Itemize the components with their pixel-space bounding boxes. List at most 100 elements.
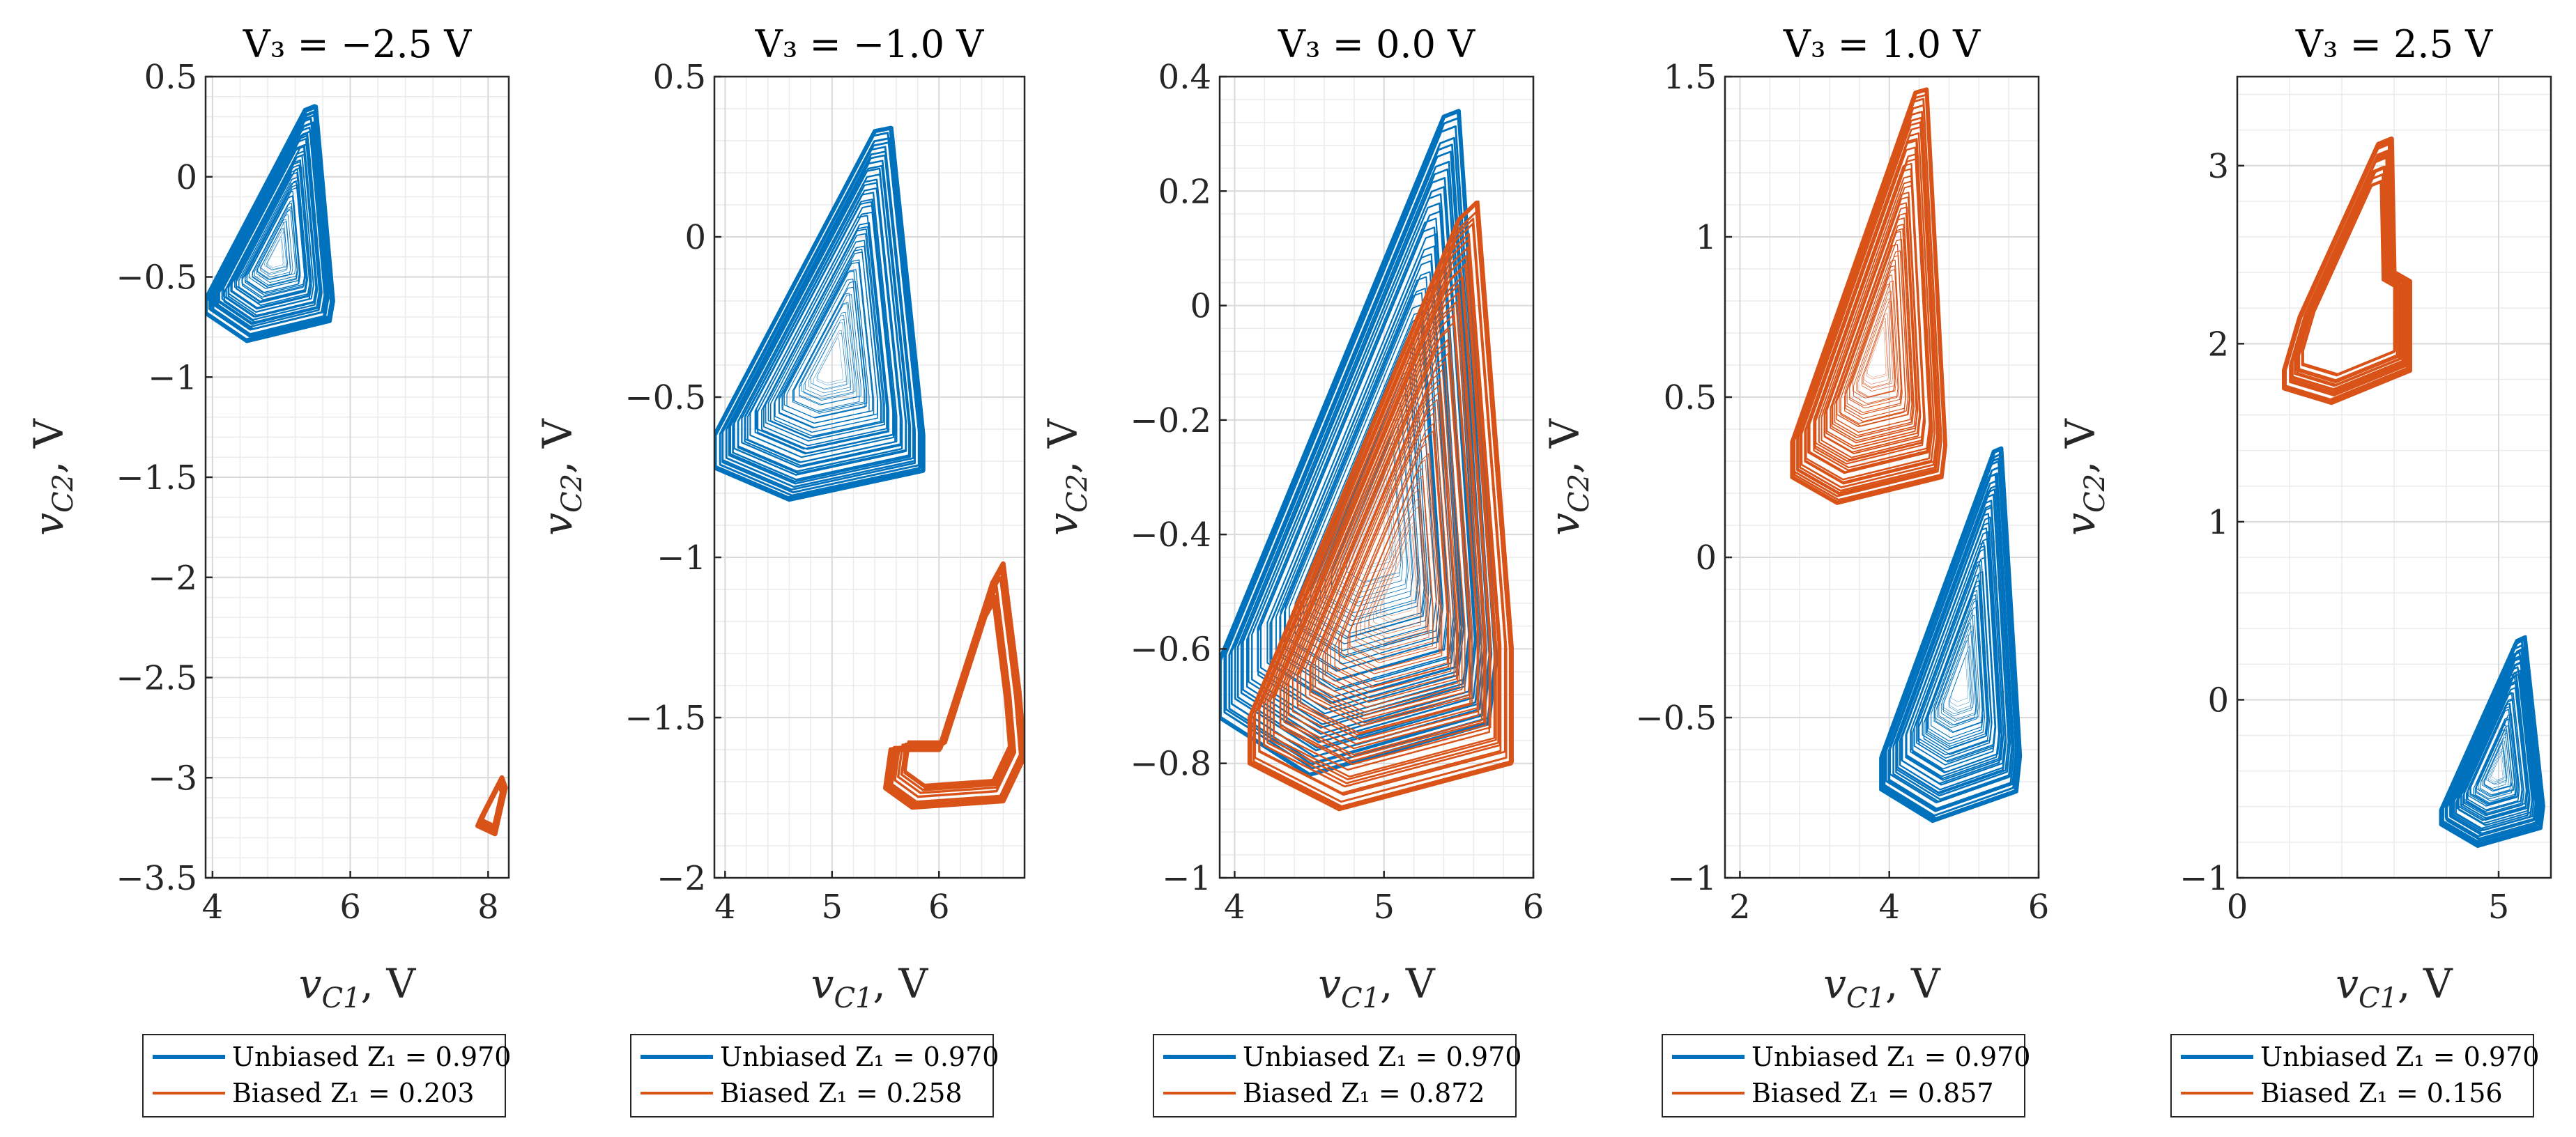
trajectory-line: [1830, 206, 1919, 444]
trajectory-line: [732, 164, 910, 481]
trajectory-line: [763, 226, 887, 447]
trajectory-line: [1312, 369, 1463, 716]
y-tick-label: −1.5: [624, 699, 706, 738]
y-tick-label: −3: [148, 759, 197, 798]
chart-panel-4: 2 4 6 1.5 1 0.5 0 −0.5 −1 V₃ = 1.0 V vC1, V vC2, V U…: [1541, 22, 2049, 1117]
trajectory-line: [241, 181, 305, 298]
y-tick-label: 0.5: [1664, 378, 1717, 417]
legend-entry: Biased Z₁ = 0.857: [1751, 1078, 1994, 1108]
series-biased: [2282, 136, 2412, 405]
y-tick-label: −0.2: [1130, 401, 1211, 440]
trajectory-line: [1943, 631, 1977, 720]
y-tick-label: −0.5: [1635, 699, 1717, 738]
y-tick-label: 0: [1190, 287, 1211, 326]
chart-title: V₃ = 1.0 V: [1783, 22, 1981, 66]
legend: Unbiased Z₁ = 0.970 Biased Z₁ = 0.872: [1153, 1034, 1521, 1117]
trajectory-line: [1926, 585, 1988, 748]
trajectory-line: [267, 239, 284, 268]
trajectory-line: [1863, 313, 1892, 388]
trajectory-line: [1266, 247, 1499, 784]
x-tick-label: 6: [2028, 888, 2050, 927]
legend-box: [1153, 1034, 1517, 1117]
trajectory-line: [2487, 749, 2505, 783]
trajectory-outline: [1880, 446, 2023, 823]
chart-title: V₃ = −2.5 V: [243, 22, 473, 66]
x-tick-label: 6: [1523, 888, 1544, 927]
y-tick-label: −1: [1162, 859, 1211, 898]
trajectory-line: [1938, 614, 1980, 726]
trajectory-line: [1341, 443, 1440, 671]
trajectory-line: [786, 278, 866, 419]
trajectory-line: [1296, 328, 1473, 736]
trajectory-line: [1867, 327, 1887, 378]
trajectory-line: [1844, 250, 1909, 422]
trajectory-line: [1839, 244, 1906, 424]
trajectory-line: [1285, 292, 1444, 672]
y-tick-label: −2.5: [116, 659, 197, 698]
trajectory-outline: [1790, 87, 1948, 505]
trajectory-line: [236, 171, 307, 302]
trajectory-line: [773, 245, 882, 437]
series-biased: [883, 561, 1025, 810]
trajectory-line: [1286, 301, 1483, 756]
trajectory-line: [1825, 196, 1920, 450]
x-tick-label: 0: [2227, 888, 2248, 927]
trajectory-line: [1340, 442, 1402, 588]
legend-entry: Biased Z₁ = 0.156: [2260, 1078, 2503, 1108]
trajectory-line: [1853, 281, 1900, 404]
legend: Unbiased Z₁ = 0.970 Biased Z₁ = 0.156: [2170, 1034, 2539, 1117]
grid: [206, 76, 509, 879]
trajectory-line: [1928, 594, 1984, 742]
y-tick-label: −0.8: [1130, 745, 1211, 784]
y-tick-label: 0: [176, 158, 197, 197]
trajectory-line: [1334, 423, 1449, 687]
trajectory-line: [761, 222, 890, 450]
trajectory-line: [1356, 482, 1429, 651]
y-tick-label: −2: [148, 559, 197, 598]
trajectory-line: [1349, 459, 1437, 663]
trajectory-outline: [714, 125, 926, 502]
x-tick-label: 6: [928, 888, 950, 927]
trajectory-line: [811, 322, 849, 389]
trajectory-line: [1925, 580, 1989, 749]
trajectory-line: [1314, 378, 1460, 713]
x-tick-label: 4: [202, 888, 224, 927]
x-axis-label: vC1, V: [1823, 960, 1941, 1014]
trajectory-line: [1310, 362, 1426, 638]
trajectory-outline: [1247, 200, 1513, 812]
trajectory-line: [1300, 339, 1471, 734]
y-tick-label: −1.5: [116, 458, 197, 497]
y-axis-label: vC2, V: [1039, 418, 1094, 536]
trajectory-line: [1331, 409, 1413, 607]
trajectory-line: [1917, 560, 1992, 759]
y-tick-label: 0.4: [1158, 58, 1211, 97]
y-axis-label: vC2, V: [2057, 418, 2111, 536]
trajectory-line: [1933, 600, 1984, 734]
trajectory-line: [1852, 284, 1896, 399]
chart-panel-1: 4 6 8 0.5 0 −0.5 −1 −1.5 −2 −2.5 −3 −3.5 V₃ = −2.5 V…: [25, 22, 511, 1117]
y-tick-label: 1.5: [1664, 58, 1717, 97]
trajectory-outline: [475, 775, 508, 837]
trajectory-line: [1355, 474, 1434, 656]
legend-box: [142, 1034, 506, 1117]
trajectory-outline: [2282, 136, 2412, 405]
trajectory-line: [808, 319, 851, 394]
trajectory-line: [1279, 275, 1492, 766]
trajectory-line: [2491, 750, 2506, 780]
series-biased: [1247, 200, 1514, 812]
y-axis-label: vC2, V: [25, 418, 79, 536]
y-tick-label: −0.5: [116, 258, 197, 297]
trajectory-line: [1326, 405, 1452, 694]
trajectory-line: [794, 286, 865, 412]
trajectory-line: [1294, 311, 1443, 665]
axes-frame: [713, 75, 1026, 879]
trajectory-line: [1360, 488, 1428, 646]
trajectory-line: [245, 184, 306, 296]
y-tick-label: −0.5: [624, 378, 706, 417]
trajectory-line: [231, 164, 311, 309]
legend-entry: Unbiased Z₁ = 0.970: [232, 1042, 511, 1072]
y-tick-label: −0.4: [1130, 516, 1211, 555]
axes-frame: [2236, 75, 2552, 879]
trajectory-line: [896, 588, 1016, 794]
trajectory-line: [1799, 116, 1940, 492]
